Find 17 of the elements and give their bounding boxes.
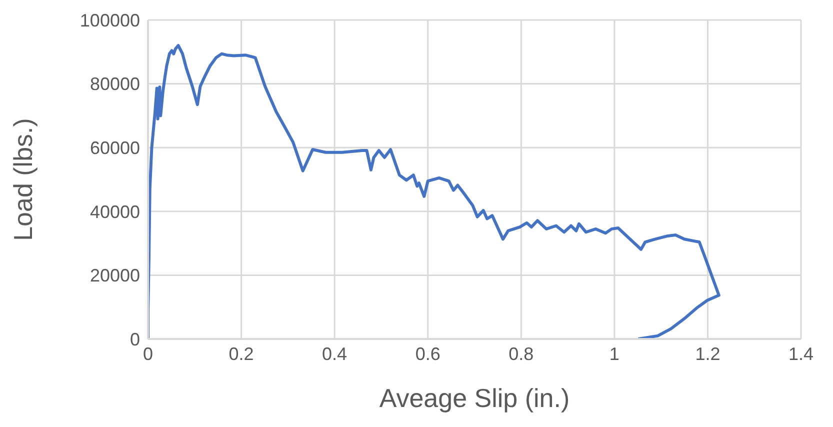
y-axis-title: Load (lbs.) [8, 118, 38, 241]
x-tick-label: 0.4 [322, 344, 348, 364]
line-series [148, 44, 720, 339]
x-tick-label: 1.4 [788, 344, 814, 364]
y-tick-label: 80000 [90, 74, 140, 94]
y-tick-label: 40000 [90, 202, 140, 222]
y-tick-label: 20000 [90, 266, 140, 286]
x-axis-title: Aveage Slip (in.) [379, 383, 570, 413]
y-tick-label: 100000 [80, 10, 140, 30]
y-tick-label: 0 [130, 329, 140, 350]
x-tick-label: 0.6 [415, 344, 440, 364]
x-tick-label: 1.2 [695, 344, 720, 364]
x-tick-label: 0 [142, 344, 154, 364]
x-tick-label: 0.8 [508, 344, 534, 364]
y-tick-label: 60000 [90, 138, 140, 158]
x-tick-label: 0.2 [228, 344, 254, 364]
x-tick-label: 1 [609, 344, 620, 364]
